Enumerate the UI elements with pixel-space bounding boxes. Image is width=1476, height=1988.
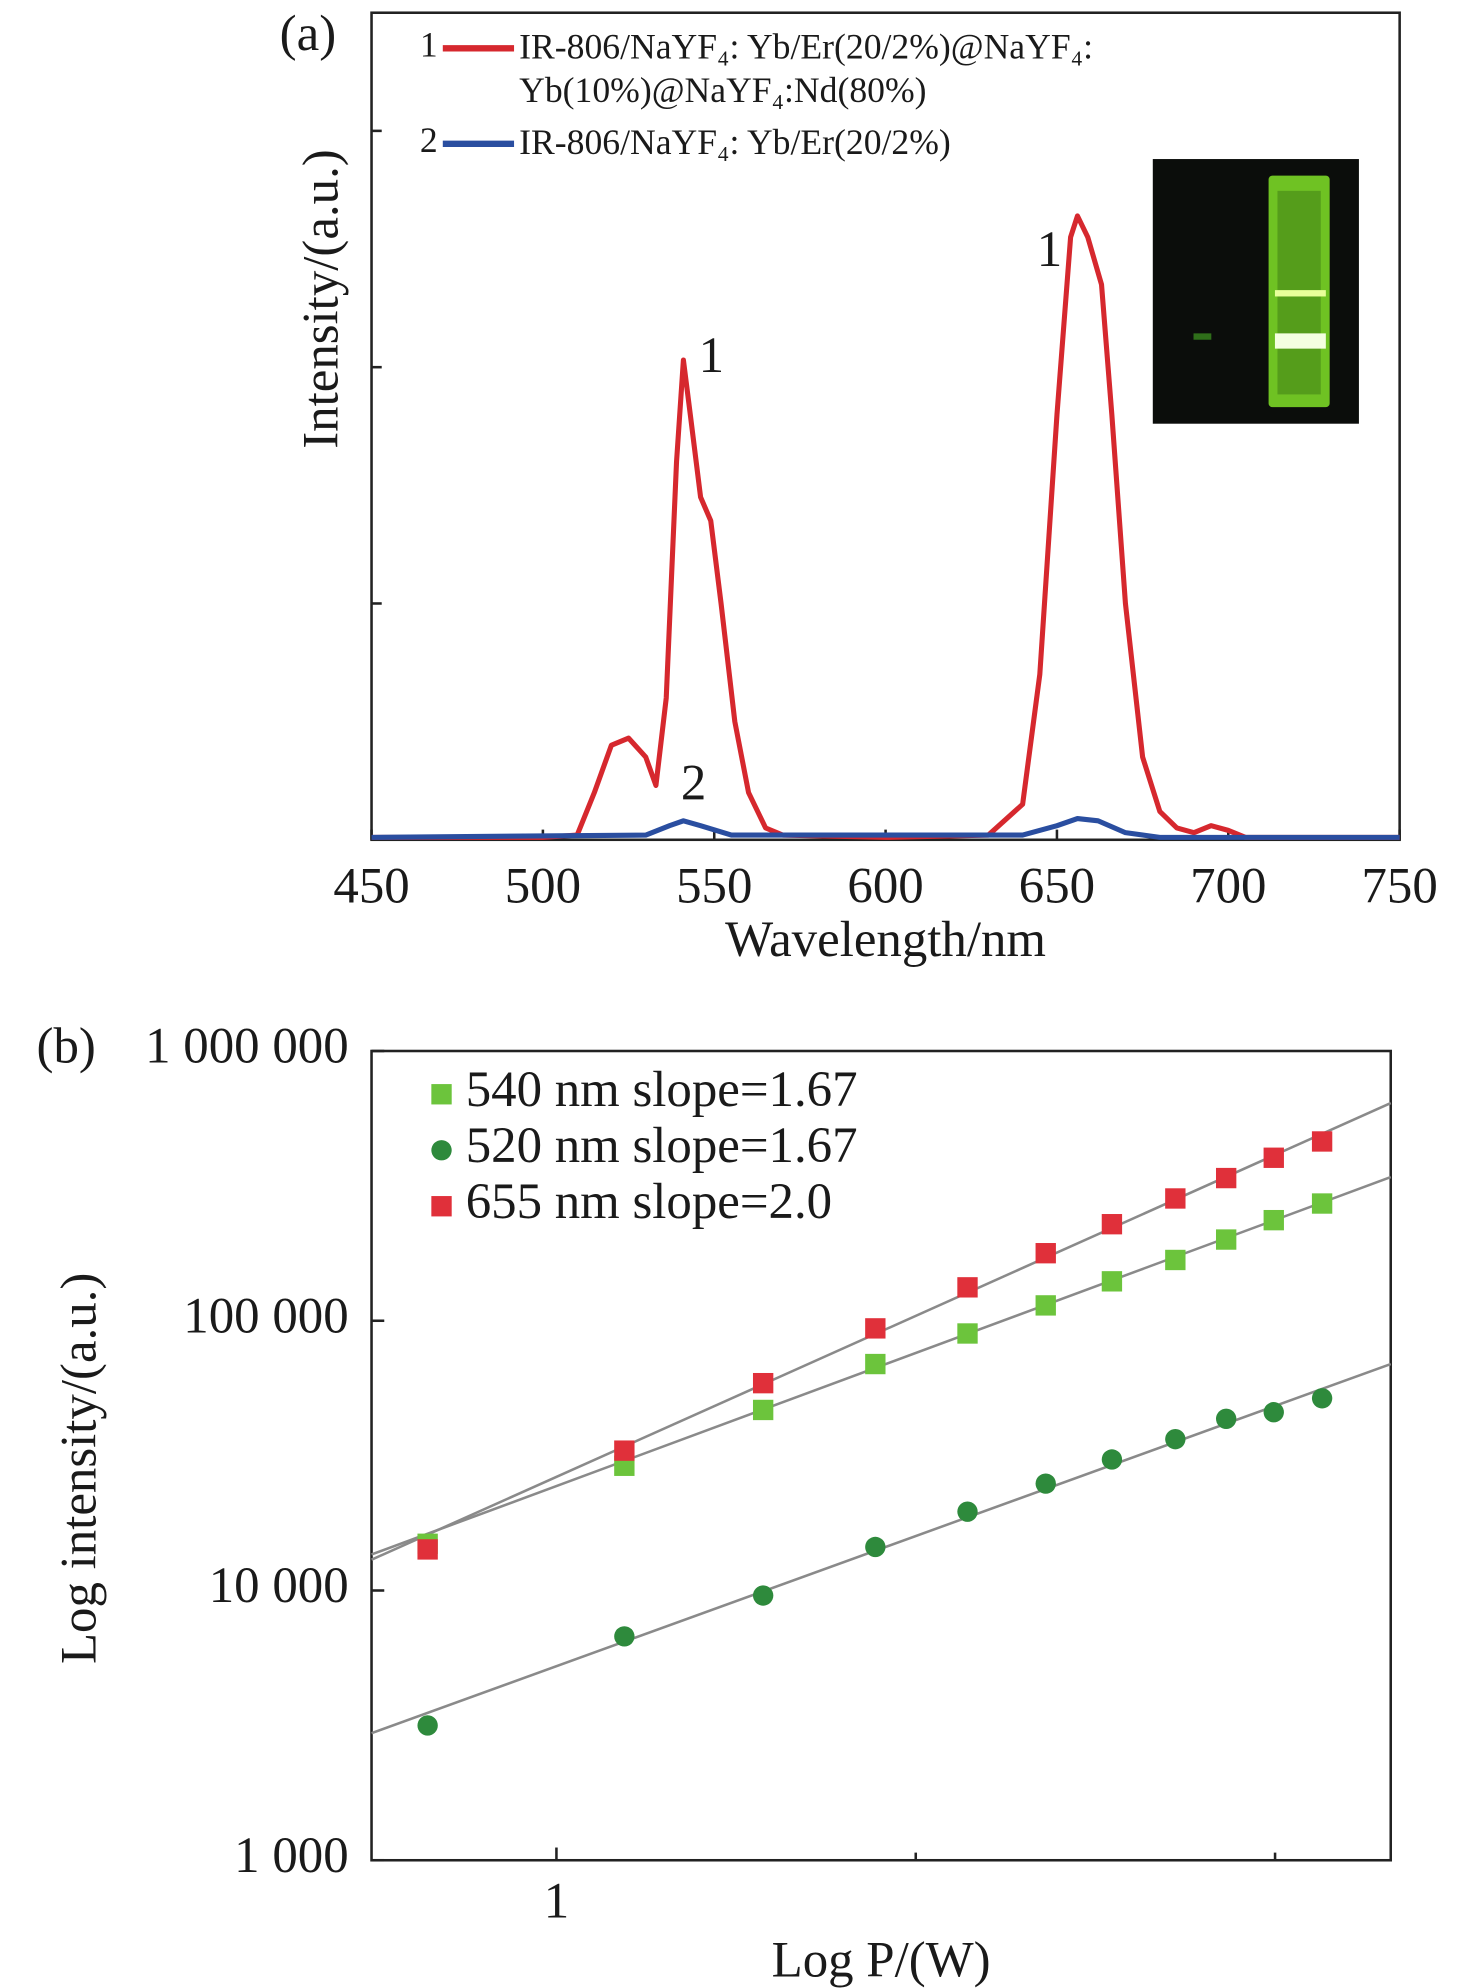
x-tick-label: 450 — [333, 858, 409, 914]
legend-label: 655 nm slope=2.0 — [466, 1174, 832, 1230]
plot-frame — [370, 1049, 1393, 1862]
data-point — [752, 1372, 774, 1394]
data-point — [752, 1399, 774, 1421]
data-point — [1215, 1229, 1237, 1250]
data-point — [1215, 1408, 1237, 1429]
peak-annotation: 1 — [1037, 222, 1062, 278]
x-tick-label: 700 — [1190, 858, 1266, 914]
data-point — [1311, 1193, 1333, 1214]
y-axis-title: Intensity/(a.u.) — [293, 149, 349, 449]
data-point — [1165, 1249, 1186, 1271]
data-point — [417, 1715, 438, 1736]
peak-annotation: 2 — [681, 755, 706, 811]
data-point — [614, 1626, 635, 1647]
legend-label: 520 nm slope=1.67 — [466, 1118, 858, 1174]
data-point — [957, 1501, 978, 1522]
inset-photo — [1152, 159, 1359, 424]
y-tick-label: 1 000 000 — [145, 1019, 349, 1075]
x-tick-label: 1 — [544, 1874, 569, 1930]
legend-marker — [431, 1084, 452, 1105]
data-point — [1263, 1402, 1284, 1423]
y-tick-label: 10 000 — [209, 1558, 349, 1614]
data-point — [1263, 1147, 1284, 1168]
data-point — [1215, 1167, 1237, 1189]
x-tick-label: 650 — [1019, 858, 1095, 914]
y-axis-title: Log intensity/(a.u.) — [52, 1273, 108, 1664]
data-point — [865, 1318, 886, 1339]
data-point — [1263, 1209, 1284, 1231]
x-axis-title: Wavelength/nm — [725, 912, 1046, 968]
y-tick-label: 100 000 — [183, 1288, 348, 1344]
legend-marker — [431, 1140, 452, 1161]
cuvette-glow — [1274, 333, 1326, 349]
legend-number: 2 — [420, 120, 438, 160]
data-point — [1165, 1428, 1186, 1450]
x-axis-title: Log P/(W) — [772, 1932, 991, 1988]
legend-entry: IR-806/NaYF₄: Yb/Er(20/2%)@NaYF₄: Yb(10%… — [519, 27, 1093, 111]
panel-label: (b) — [37, 1019, 96, 1075]
legend-entry: IR-806/NaYF₄: Yb/Er(20/2%) — [519, 123, 951, 163]
legend-number: 1 — [420, 25, 438, 65]
legend-marker — [431, 1196, 452, 1217]
faint-spot — [1193, 333, 1212, 340]
legend-label: IR-806/NaYF₄: Yb/Er(20/2%)@NaYF₄: Yb(10%… — [519, 27, 1093, 111]
legend-label: 540 nm slope=1.67 — [466, 1062, 858, 1118]
data-point — [1165, 1188, 1186, 1209]
legend-label: IR-806/NaYF₄: Yb/Er(20/2%) — [519, 123, 951, 163]
data-point — [957, 1277, 978, 1298]
figure-content: 450 500 550 600 650 700 750 1 IR-806/NaYF₄: Yb/E… — [37, 6, 1438, 1988]
data-point — [614, 1440, 635, 1461]
data-point — [865, 1353, 886, 1375]
data-point — [865, 1536, 886, 1558]
x-tick-label: 750 — [1361, 858, 1437, 914]
data-point — [957, 1323, 978, 1344]
data-point — [1311, 1388, 1333, 1409]
peak-annotation: 1 — [699, 328, 724, 384]
data-point — [1035, 1243, 1056, 1264]
y-tick-label: 1 000 — [234, 1828, 348, 1884]
data-point — [1101, 1449, 1123, 1470]
data-point — [1035, 1295, 1056, 1316]
x-tick-label: 600 — [847, 858, 923, 914]
x-tick-label: 500 — [505, 858, 581, 914]
spectrum-line — [371, 815, 1400, 840]
data-point — [1035, 1473, 1056, 1494]
data-point — [752, 1585, 774, 1606]
cuvette-line — [1274, 290, 1326, 297]
data-point — [1311, 1131, 1333, 1152]
data-point — [1101, 1214, 1123, 1235]
data-point — [1101, 1271, 1123, 1292]
x-tick-label: 550 — [676, 858, 752, 914]
panel-label: (a) — [280, 6, 336, 62]
data-point — [417, 1539, 438, 1560]
